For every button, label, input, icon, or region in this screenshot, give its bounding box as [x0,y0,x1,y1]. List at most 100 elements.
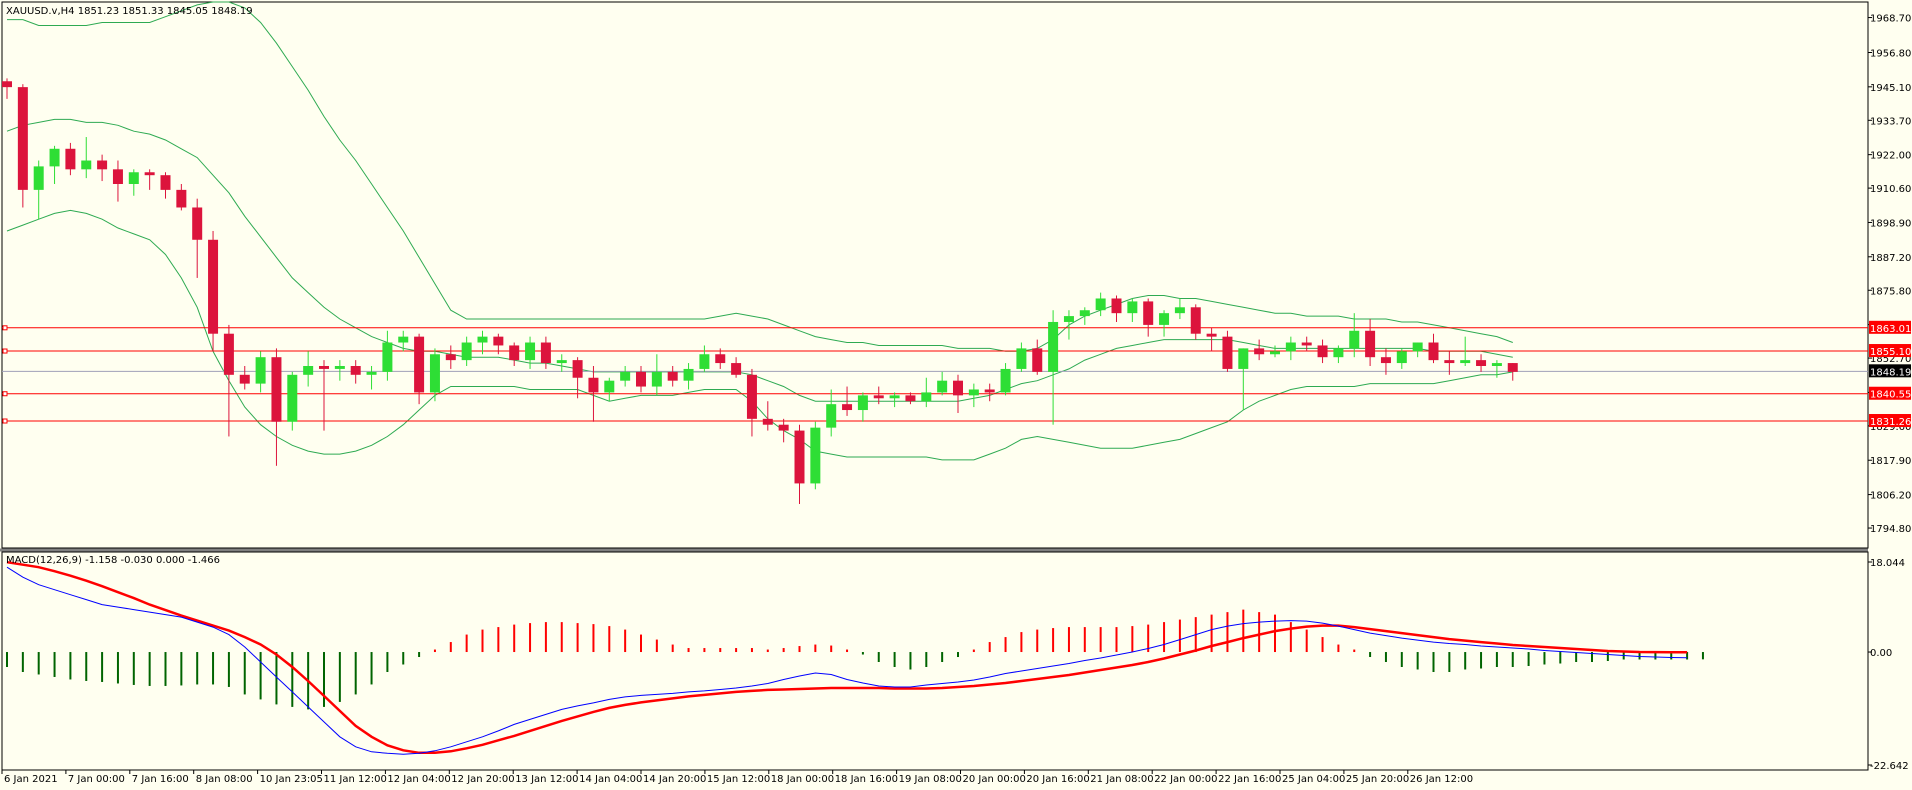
macd-signal-line [6,560,1688,755]
candle-bear [636,371,646,387]
candle-bull [33,166,44,190]
price-tick-label: 1829.60 [1870,422,1911,433]
candle-bear [1444,360,1455,364]
candle-bull [937,380,948,393]
time-tick-label: 14 Jan 20:00 [643,774,706,785]
price-tick-label: 1887.20 [1870,253,1911,264]
time-tick-label: 10 Jan 23:05 [260,774,323,785]
candle-bull [398,336,409,343]
horizontal-line-handle[interactable] [2,325,8,331]
hline-price-tag [1869,344,1911,358]
price-tick-label: 1945.10 [1870,83,1911,94]
candle-bull [1000,368,1011,393]
time-tick-label: 25 Jan 04:00 [1282,774,1345,785]
candle-bear [731,363,742,375]
candle-bear [1428,342,1439,361]
candle-bear [778,424,789,431]
candle-bull [810,427,821,484]
candle-bull [1270,351,1280,355]
price-tick-label: 1852.70 [1870,354,1911,365]
time-tick-label: 12 Jan 20:00 [451,774,514,785]
candle-bull [429,354,440,393]
candle-bear [794,430,805,484]
candle-bull [604,380,615,393]
candle-bull [620,371,631,381]
time-tick-label: 15 Jan 12:00 [707,774,770,785]
macd-tick-label: 18.044 [1870,558,1905,569]
candle-bull [651,371,662,387]
price-tick-label: 1806.20 [1870,491,1911,502]
candle-bull [1285,342,1296,352]
candle-bear [509,345,520,361]
candle-bear [97,160,108,170]
price-tick-label: 1817.90 [1870,456,1911,467]
macd-main-line [6,566,1688,755]
candle-bear [17,87,28,190]
price-tick-label: 1956.80 [1870,48,1911,59]
candle-bear [414,336,425,393]
candle-bull [1048,321,1059,372]
candle-bull [287,374,298,422]
candle-bear [746,374,757,419]
candle-bull [1159,313,1170,325]
time-tick-label: 18 Jan 16:00 [835,774,898,785]
candle-bear [667,371,678,381]
macd-tick-label: -22.642 [1870,761,1909,772]
time-tick-label: 13 Jan 12:00 [515,774,578,785]
candle-bull [556,360,567,364]
candle-bull [1063,316,1074,322]
price-tick-label: 1910.60 [1870,184,1911,195]
time-tick-label: 22 Jan 16:00 [1218,774,1281,785]
horizontal-line-handle[interactable] [2,418,8,424]
time-tick-label: 7 Jan 16:00 [132,774,189,785]
candle-bull [683,368,694,381]
current-price-tag [1869,364,1911,378]
candle-bear [493,336,504,346]
candle-bear [445,354,456,361]
candle-bear [588,377,599,393]
time-tick-label: 26 Jan 12:00 [1410,774,1473,785]
candle-bull [128,172,139,184]
candle-bull [255,357,266,384]
candle-bear [112,169,123,184]
main-chart-frame [1,1,1869,549]
candle-bear [1222,336,1233,369]
candle-bear [1365,330,1376,358]
candle-bear [905,395,916,402]
candle-bull [366,371,377,375]
horizontal-line-handle[interactable] [2,391,8,397]
candle-bear [873,395,884,399]
candle-bear [223,333,234,375]
horizontal-lines[interactable] [2,325,1868,424]
symbol-info: XAUUSD.v,H4 1851.23 1851.33 1845.05 1848… [6,6,253,17]
macd-panel-frame [1,551,1869,771]
candle-bear [1380,357,1391,364]
hline-price-label: 1855.10 [1870,347,1911,358]
hline-price-tag [1869,320,1911,334]
candle-bull [303,366,314,375]
candle-bear [1476,360,1487,366]
candle-bear [540,342,551,364]
candle-bull [1333,348,1344,358]
candles [2,78,1518,504]
time-tick-label: 20 Jan 16:00 [1026,774,1089,785]
price-tick-label: 1875.80 [1870,286,1911,297]
candle-bear [271,357,282,422]
time-tick-label: 21 Jan 08:00 [1090,774,1153,785]
candle-bear [144,172,155,176]
price-tick-label: 1922.00 [1870,151,1911,162]
candle-bear [984,389,995,393]
time-tick-label: 12 Jan 04:00 [387,774,450,785]
candle-bear [208,239,219,334]
current-price-label: 1848.19 [1870,367,1911,378]
candle-bear [160,175,171,190]
time-axis: 6 Jan 2021 7 Jan 00:00 7 Jan 16:00 8 Jan 08… [1,770,1473,785]
horizontal-line-handle[interactable] [2,348,8,354]
candle-bull [1127,301,1138,314]
candle-bull [1412,342,1423,352]
candle-bear [1111,298,1122,314]
candle-bull [968,389,979,396]
hline-price-label: 1840.55 [1870,390,1911,401]
candle-bull [921,392,932,402]
